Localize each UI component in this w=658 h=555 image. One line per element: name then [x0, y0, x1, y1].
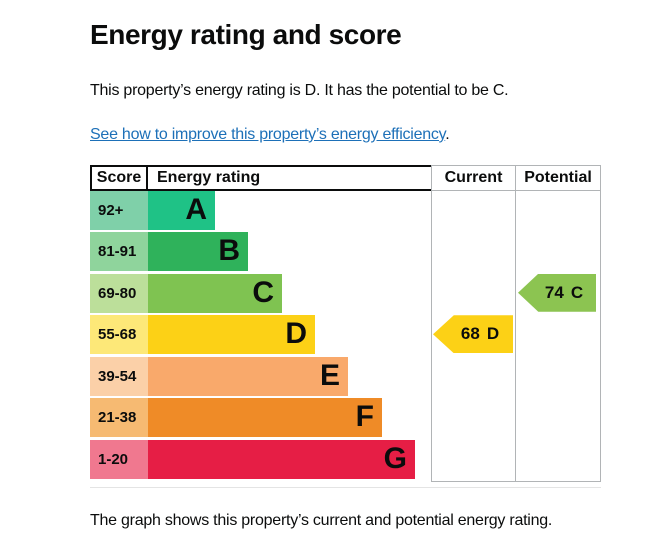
band-letter: D — [285, 317, 307, 351]
band-bar-f: F — [148, 398, 382, 438]
score-range-cell: 92+ — [90, 190, 148, 230]
band-row-e: 39-54 E — [90, 356, 415, 396]
band-bar-c: C — [148, 273, 282, 313]
column-header-energy-rating: Energy rating — [148, 164, 431, 191]
score-range-cell: 55-68 — [90, 315, 148, 355]
band-letter: B — [218, 234, 240, 268]
band-row-b: 81-91 B — [90, 232, 415, 272]
score-range-cell: 21-38 — [90, 398, 148, 438]
link-suffix: . — [445, 125, 450, 143]
band-row-d: 55-68 D — [90, 315, 415, 355]
column-header-potential: Potential — [515, 164, 601, 191]
chart-header-row: Score Energy rating Current Potential — [90, 164, 601, 191]
band-row-a: 92+ A — [90, 190, 415, 230]
current-column-gridline — [431, 189, 432, 481]
score-range-cell: 39-54 — [90, 356, 148, 396]
potential-rating-arrow: 74 C — [518, 273, 596, 312]
potential-score: 74 — [544, 282, 564, 302]
band-bar-g: G — [148, 439, 415, 479]
current-band-letter: D — [486, 324, 500, 344]
band-bar-e: E — [148, 356, 348, 396]
page-title: Energy rating and score — [90, 19, 402, 50]
energy-rating-chart: Score Energy rating Current Potential 92… — [90, 164, 601, 488]
band-letter: G — [383, 441, 407, 475]
band-bar-d: D — [148, 315, 315, 355]
potential-band-letter: C — [570, 282, 584, 302]
chart-caption: The graph shows this property’s current … — [90, 511, 553, 529]
band-letter: F — [355, 400, 374, 434]
band-letter: A — [185, 192, 207, 226]
band-bar-b: B — [148, 232, 248, 272]
current-rating-arrow: 68 D — [433, 315, 513, 354]
band-row-c: 69-80 C — [90, 273, 415, 313]
band-letter: C — [252, 275, 274, 309]
table-bottom-gridline — [431, 480, 601, 482]
band-letter: E — [319, 358, 340, 392]
current-score: 68 — [460, 324, 480, 344]
potential-column-gridline — [515, 189, 516, 481]
band-bar-a: A — [148, 190, 215, 230]
energy-rating-section: Energy rating and score This property’s … — [90, 19, 658, 529]
score-range-cell: 1-20 — [90, 439, 148, 479]
column-header-current: Current — [431, 164, 515, 191]
figure-bottom-rule — [90, 486, 601, 488]
improve-link-line: See how to improve this property’s energ… — [90, 126, 658, 144]
column-header-score: Score — [90, 164, 148, 191]
score-range-cell: 69-80 — [90, 273, 148, 313]
improve-link[interactable]: See how to improve this property’s energ… — [90, 125, 446, 143]
intro-text: This property’s energy rating is D. It h… — [90, 81, 509, 99]
chart-rows: 92+ A 81-91 B 69-80 C 55-68 D 39-54 E 21-38 F 1-20 G — [90, 190, 415, 482]
band-row-f: 21-38 F — [90, 398, 415, 438]
score-range-cell: 81-91 — [90, 232, 148, 272]
band-row-g: 1-20 G — [90, 439, 415, 479]
table-right-gridline — [600, 189, 601, 481]
